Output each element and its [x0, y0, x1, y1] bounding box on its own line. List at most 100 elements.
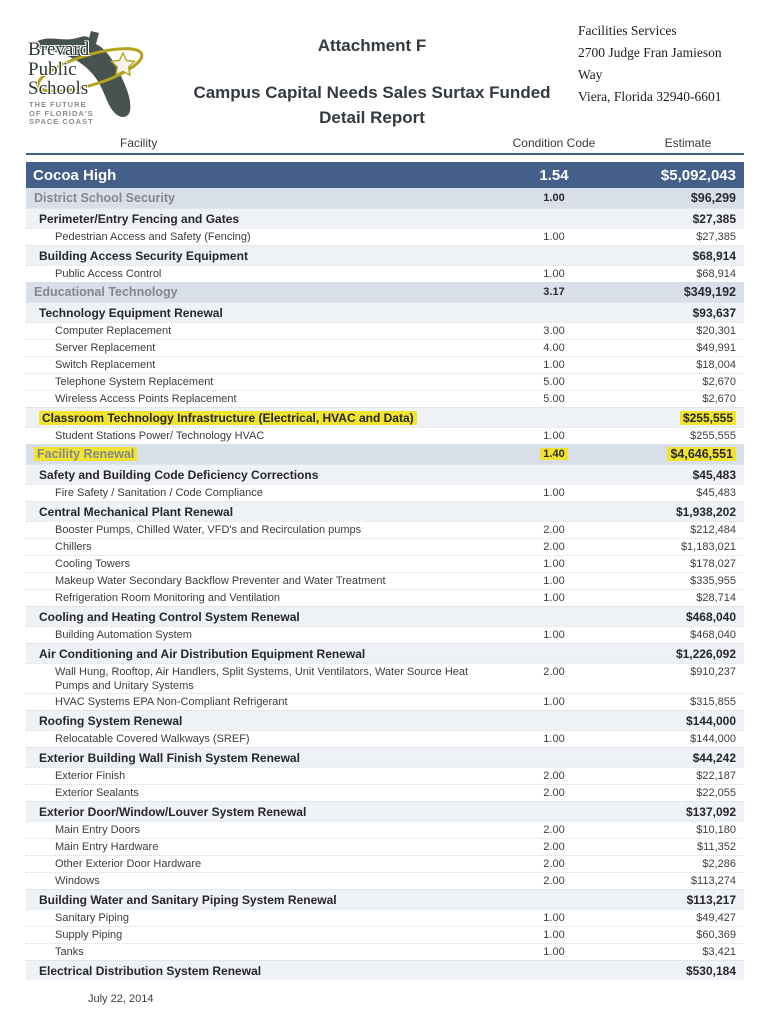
- row-estimate: $468,040: [690, 629, 736, 641]
- row-condition-code: 1.00: [543, 733, 565, 745]
- table-row: Cooling and Heating Control System Renew…: [26, 606, 744, 626]
- table-row: Safety and Building Code Deficiency Corr…: [26, 464, 744, 484]
- row-label: Safety and Building Code Deficiency Corr…: [39, 467, 319, 482]
- table-row: Pedestrian Access and Safety (Fencing) 1.…: [26, 228, 744, 245]
- row-condition-code: 1.00: [543, 359, 565, 371]
- logo-name-line: Schools: [28, 78, 89, 99]
- row-label: Booster Pumps, Chilled Water, VFD's and …: [55, 524, 362, 536]
- florida-shape: [36, 31, 131, 117]
- logo-tag-line: SPACE COAST: [29, 117, 94, 126]
- row-label: Sanitary Piping: [55, 912, 129, 924]
- table-row: Building Access Security Equipment $68,91…: [26, 245, 744, 265]
- table-row: Educational Technology 3.17 $349,192: [26, 282, 744, 302]
- row-condition-code: 2.00: [543, 541, 565, 553]
- highlight-mark: 1.40: [540, 448, 568, 460]
- row-label: Windows: [55, 875, 100, 887]
- brevard-public-schools-logo: Brevard Public Schools THE FUTURE OF FLO…: [14, 20, 160, 126]
- row-estimate: $45,483: [696, 487, 736, 499]
- row-estimate: $22,187: [696, 770, 736, 782]
- table-row: Booster Pumps, Chilled Water, VFD's and …: [26, 521, 744, 538]
- row-label: Educational Technology: [34, 285, 178, 299]
- row-estimate: $255,555: [614, 410, 744, 425]
- row-label: Student Stations Power/ Technology HVAC: [55, 430, 265, 442]
- row-estimate: $18,004: [696, 359, 736, 371]
- row-condition-code: 4.00: [543, 342, 565, 354]
- row-label: Building Automation System: [55, 629, 192, 641]
- table-row: Refrigeration Room Monitoring and Ventil…: [26, 589, 744, 606]
- table-row: Exterior Building Wall Finish System Ren…: [26, 747, 744, 767]
- row-condition-code: 3.00: [543, 325, 565, 337]
- row-condition-code: 2.00: [543, 875, 565, 887]
- florida-map-icon: [36, 31, 144, 117]
- row-condition-code: 1.00: [543, 487, 565, 499]
- table-row: Air Conditioning and Air Distribution Eq…: [26, 643, 744, 663]
- row-estimate: $1,183,021: [680, 541, 736, 553]
- orbit-ellipse: [36, 47, 144, 93]
- row-label: Technology Equipment Renewal: [39, 305, 223, 320]
- table-row: Perimeter/Entry Fencing and Gates $27,385: [26, 208, 744, 228]
- row-label: Main Entry Doors: [55, 824, 140, 836]
- row-label: Air Conditioning and Air Distribution Eq…: [39, 646, 366, 661]
- row-label: Pedestrian Access and Safety (Fencing): [55, 231, 251, 243]
- row-condition-code: 1.00: [543, 430, 565, 442]
- row-estimate: $910,237: [690, 666, 736, 678]
- row-estimate: $49,991: [696, 342, 736, 354]
- logo-name-line: Public: [28, 58, 77, 80]
- row-estimate: $144,000: [685, 713, 736, 728]
- table-row: Other Exterior Door Hardware 2.00 $2,286: [26, 855, 744, 872]
- row-estimate: $5,092,043: [660, 166, 736, 184]
- row-label: Main Entry Hardware: [55, 841, 159, 853]
- row-label: Public Access Control: [55, 268, 162, 280]
- row-estimate: $11,352: [697, 841, 736, 853]
- row-label: Perimeter/Entry Fencing and Gates: [39, 211, 240, 226]
- row-condition-code: 1.00: [543, 629, 565, 641]
- row-label: Cooling Towers: [55, 558, 131, 570]
- highlight-mark: Facility Renewal: [34, 447, 138, 461]
- row-label: Classroom Technology Infrastructure (Ele…: [26, 410, 494, 425]
- table-row: Server Replacement 4.00 $49,991: [26, 339, 744, 356]
- row-condition-code: 5.00: [543, 376, 565, 388]
- row-label: Makeup Water Secondary Backflow Prevente…: [55, 575, 386, 587]
- row-condition-code: 2.00: [543, 770, 565, 782]
- row-label: Relocatable Covered Walkways (SREF): [55, 733, 250, 745]
- report-title-line2: Detail Report: [319, 108, 425, 127]
- table-row: Computer Replacement 3.00 $20,301: [26, 322, 744, 339]
- table-row: Chillers 2.00 $1,183,021: [26, 538, 744, 555]
- table-row: Main Entry Hardware 2.00 $11,352: [26, 838, 744, 855]
- star-icon: [109, 51, 136, 77]
- row-estimate: $10,180: [696, 824, 736, 836]
- row-estimate: $113,217: [686, 892, 736, 907]
- row-label: Tanks: [55, 946, 84, 958]
- row-estimate: $27,385: [692, 211, 736, 226]
- table-row: Tanks 1.00 $3,421: [26, 943, 744, 960]
- row-condition-code: 5.00: [543, 393, 565, 405]
- table-row: Telephone System Replacement 5.00 $2,670: [26, 373, 744, 390]
- row-estimate: $178,027: [690, 558, 736, 570]
- org-name: Facilities Services: [578, 23, 677, 38]
- row-condition-code: 2.00: [543, 787, 565, 799]
- row-estimate: $2,670: [702, 393, 736, 405]
- row-label: Computer Replacement: [55, 325, 172, 337]
- row-estimate: $68,914: [696, 268, 736, 280]
- table-row: Cooling Towers 1.00 $178,027: [26, 555, 744, 572]
- row-condition-code: 1.00: [543, 558, 565, 570]
- row-condition-code: 2.00: [543, 824, 565, 836]
- row-estimate: $315,855: [690, 696, 736, 708]
- row-label: Server Replacement: [55, 342, 156, 354]
- highlight-mark: Classroom Technology Infrastructure (Ele…: [39, 410, 417, 425]
- row-estimate: $113,274: [690, 875, 736, 887]
- row-estimate: $60,369: [696, 929, 736, 941]
- row-estimate: $144,000: [690, 733, 736, 745]
- table-row: Main Entry Doors 2.00 $10,180: [26, 821, 744, 838]
- column-headers: Facility Condition Code Estimate: [26, 132, 744, 150]
- table-row: Student Stations Power/ Technology HVAC 1…: [26, 427, 744, 444]
- row-estimate: $335,955: [690, 575, 736, 587]
- row-condition-code: 1.00: [543, 268, 565, 280]
- row-label: Building Access Security Equipment: [39, 248, 248, 263]
- row-estimate: $468,040: [685, 609, 736, 624]
- row-estimate: $1,938,202: [675, 504, 736, 519]
- header-divider-rule: [26, 153, 744, 155]
- row-estimate: $349,192: [683, 285, 736, 299]
- table-row: Roofing System Renewal $144,000: [26, 710, 744, 730]
- table-row: Classroom Technology Infrastructure (Ele…: [26, 407, 744, 427]
